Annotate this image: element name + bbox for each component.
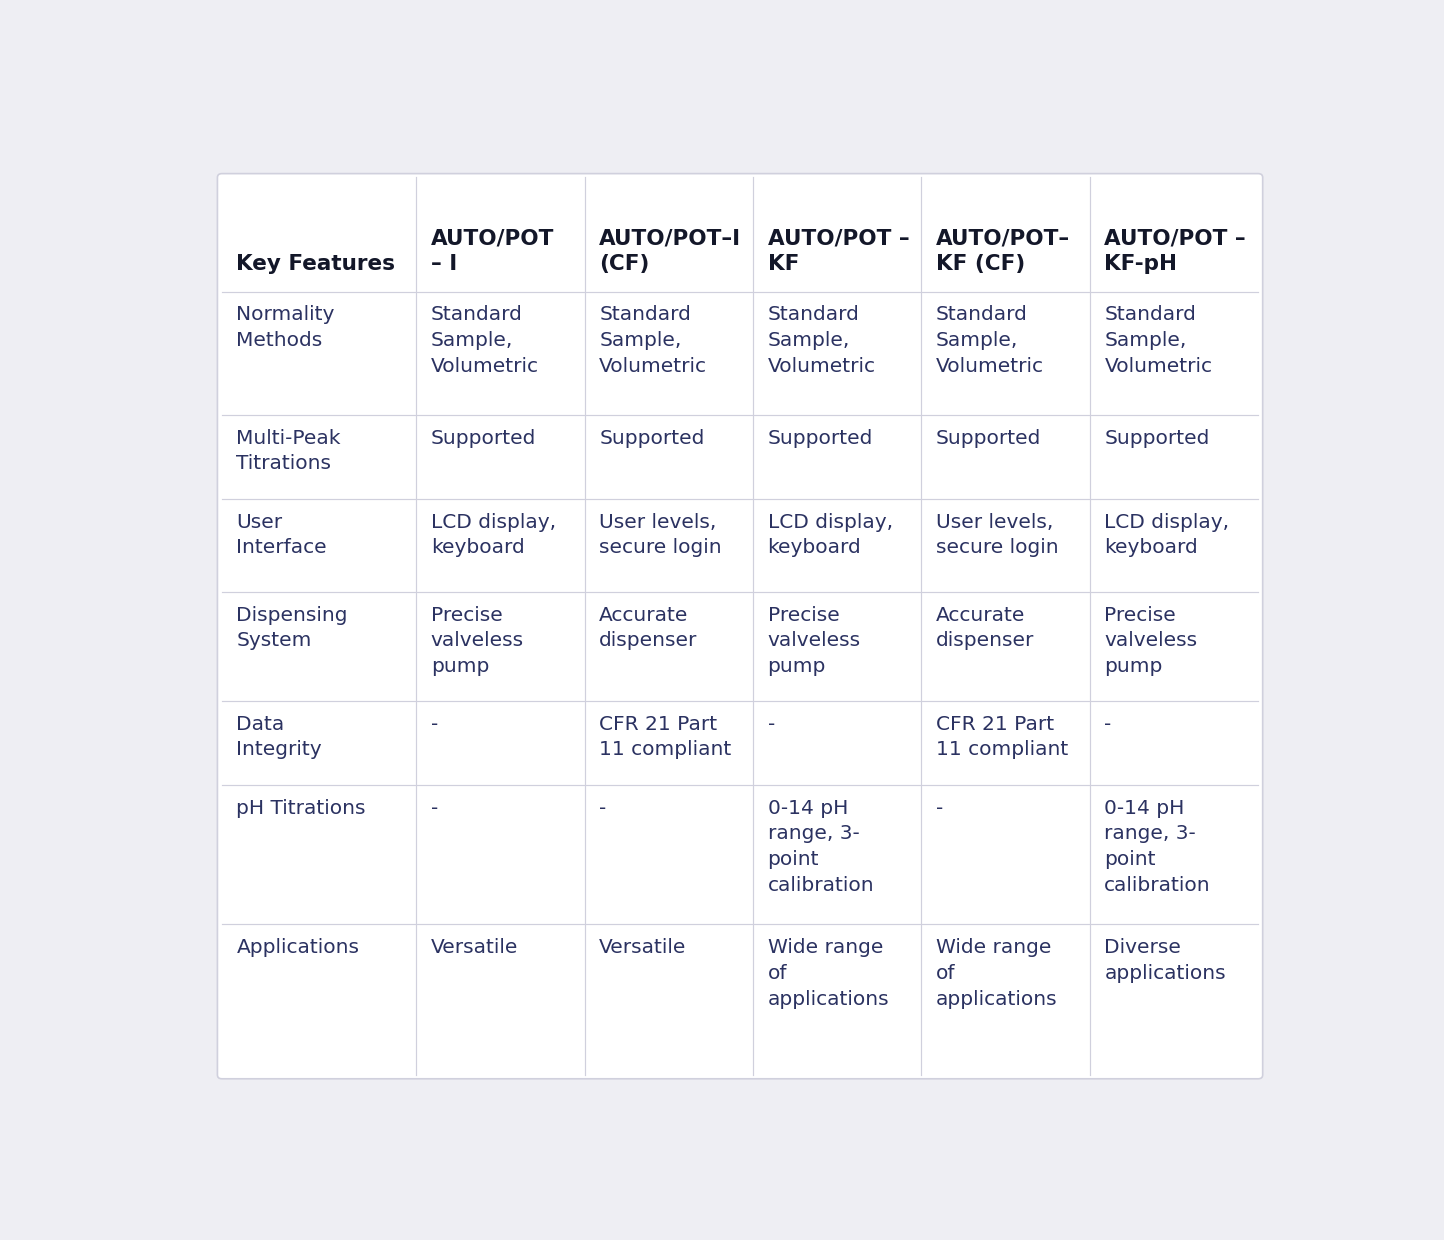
Text: LCD display,
keyboard: LCD display, keyboard (768, 512, 892, 557)
Text: User
Interface: User Interface (237, 512, 328, 557)
Text: Versatile: Versatile (599, 939, 686, 957)
Text: -: - (936, 799, 943, 817)
Text: 0-14 pH
range, 3-
point
calibration: 0-14 pH range, 3- point calibration (1105, 799, 1212, 895)
Text: Standard
Sample,
Volumetric: Standard Sample, Volumetric (936, 305, 1044, 376)
Text: Standard
Sample,
Volumetric: Standard Sample, Volumetric (430, 305, 539, 376)
Text: AUTO/POT
– I: AUTO/POT – I (430, 229, 554, 274)
Text: Supported: Supported (936, 429, 1041, 448)
Text: Applications: Applications (237, 939, 360, 957)
Text: LCD display,
keyboard: LCD display, keyboard (430, 512, 556, 557)
Text: User levels,
secure login: User levels, secure login (936, 512, 1058, 557)
Text: Accurate
dispenser: Accurate dispenser (599, 605, 697, 650)
Text: -: - (599, 799, 606, 817)
Text: Supported: Supported (599, 429, 705, 448)
Text: -: - (430, 799, 438, 817)
Text: Precise
valveless
pump: Precise valveless pump (768, 605, 861, 676)
Text: AUTO/POT–
KF (CF): AUTO/POT– KF (CF) (936, 229, 1070, 274)
Text: Supported: Supported (430, 429, 536, 448)
Text: Normality
Methods: Normality Methods (237, 305, 335, 350)
Text: 0-14 pH
range, 3-
point
calibration: 0-14 pH range, 3- point calibration (768, 799, 874, 895)
Text: Versatile: Versatile (430, 939, 518, 957)
Text: Multi-Peak
Titrations: Multi-Peak Titrations (237, 429, 341, 474)
Text: Precise
valveless
pump: Precise valveless pump (430, 605, 524, 676)
Text: Standard
Sample,
Volumetric: Standard Sample, Volumetric (599, 305, 708, 376)
Text: -: - (768, 714, 775, 734)
Text: CFR 21 Part
11 compliant: CFR 21 Part 11 compliant (599, 714, 732, 759)
Text: AUTO/POT–I
(CF): AUTO/POT–I (CF) (599, 229, 741, 274)
Text: -: - (1105, 714, 1112, 734)
Text: Precise
valveless
pump: Precise valveless pump (1105, 605, 1197, 676)
Text: Standard
Sample,
Volumetric: Standard Sample, Volumetric (1105, 305, 1213, 376)
Text: User levels,
secure login: User levels, secure login (599, 512, 722, 557)
Text: Standard
Sample,
Volumetric: Standard Sample, Volumetric (768, 305, 875, 376)
Text: Dispensing
System: Dispensing System (237, 605, 348, 650)
Text: Wide range
of
applications: Wide range of applications (768, 939, 890, 1008)
Text: CFR 21 Part
11 compliant: CFR 21 Part 11 compliant (936, 714, 1069, 759)
Text: AUTO/POT –
KF-pH: AUTO/POT – KF-pH (1105, 229, 1246, 274)
Text: Diverse
applications: Diverse applications (1105, 939, 1226, 983)
Text: Data
Integrity: Data Integrity (237, 714, 322, 759)
FancyBboxPatch shape (218, 174, 1262, 1079)
Text: Accurate
dispenser: Accurate dispenser (936, 605, 1034, 650)
Text: -: - (430, 714, 438, 734)
Text: Key Features: Key Features (237, 254, 396, 274)
Text: Wide range
of
applications: Wide range of applications (936, 939, 1057, 1008)
Text: Supported: Supported (1105, 429, 1210, 448)
Text: Supported: Supported (768, 429, 874, 448)
Text: pH Titrations: pH Titrations (237, 799, 365, 817)
Text: LCD display,
keyboard: LCD display, keyboard (1105, 512, 1229, 557)
Text: AUTO/POT –
KF: AUTO/POT – KF (768, 229, 910, 274)
